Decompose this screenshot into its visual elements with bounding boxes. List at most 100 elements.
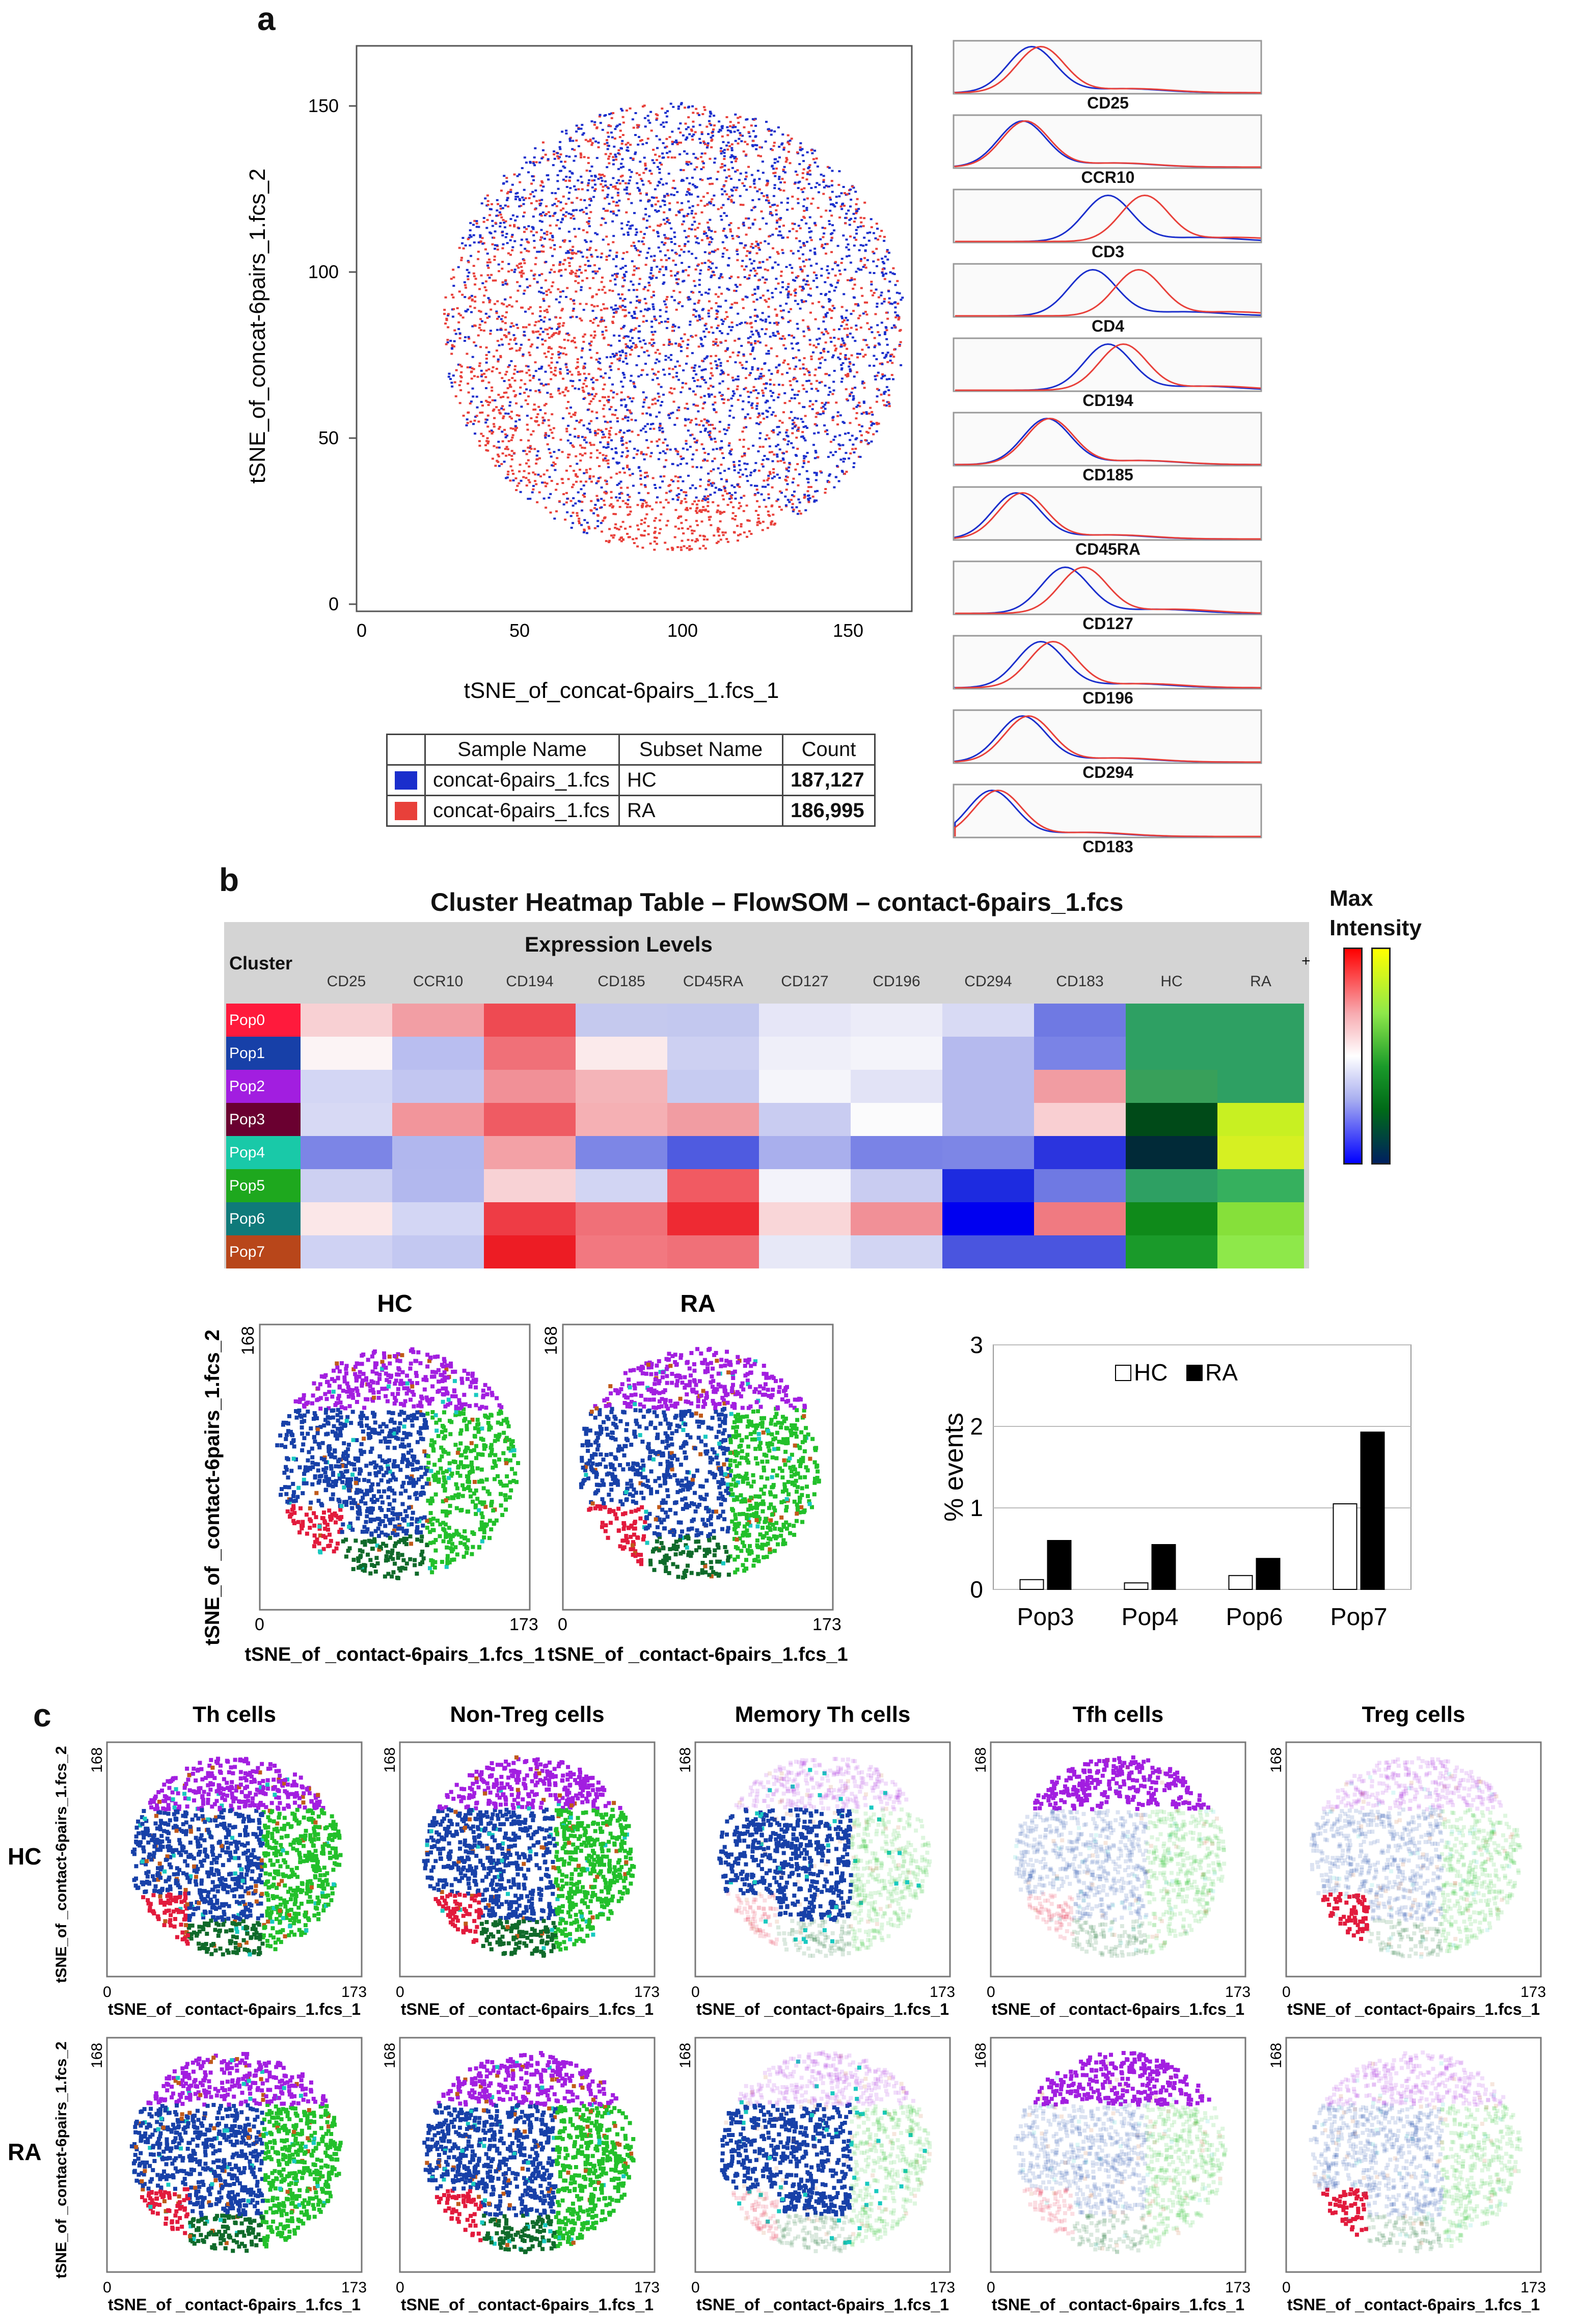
tsne-event-point	[606, 166, 609, 169]
tsne-event-point	[529, 354, 532, 357]
tsne-event-point	[592, 444, 595, 446]
tsne-event-point	[654, 209, 657, 211]
tsne-event-point	[767, 510, 770, 513]
tsne-event-point	[518, 205, 521, 208]
tsne-event-point	[718, 430, 721, 433]
tsne-event-point	[618, 123, 621, 126]
tsne-event-point	[876, 303, 879, 305]
tsne-event-point	[752, 346, 755, 349]
tsne-event-point	[670, 275, 673, 277]
tsne-event-point	[660, 386, 663, 388]
tsne-event-point	[546, 392, 549, 394]
tsne-event-point	[704, 497, 708, 499]
tsne-event-point	[892, 356, 895, 358]
tsne-event-point	[645, 194, 648, 196]
tsne-event-point	[575, 139, 578, 142]
tsne-event-point	[583, 439, 586, 441]
tsne-event-point	[688, 206, 691, 209]
tsne-event-point	[588, 402, 591, 405]
tsne-event-point	[705, 328, 708, 330]
tsne-event-point	[503, 392, 506, 394]
tsne-event-point	[492, 366, 495, 368]
tsne-event-point	[589, 240, 592, 242]
tsne-event-point	[578, 518, 581, 520]
tsne-event-point	[781, 317, 784, 320]
tsne-event-point	[585, 385, 588, 388]
tsne-event-point	[644, 308, 647, 311]
tsne-event-point	[627, 221, 630, 223]
tsne-event-point	[720, 125, 723, 128]
tsne-event-point	[464, 244, 467, 247]
tsne-event-point	[581, 181, 584, 183]
tsne-event-point	[621, 444, 624, 446]
tsne-event-point	[761, 312, 764, 314]
tsne-event-point	[640, 519, 643, 522]
tsne-event-point	[535, 200, 538, 202]
tsne-event-point	[876, 395, 879, 398]
tsne-event-point	[593, 527, 596, 529]
tsne-event-point	[703, 429, 707, 432]
tsne-event-point	[791, 503, 794, 505]
tsne-event-point	[761, 328, 764, 331]
tsne-event-point	[596, 480, 599, 483]
tsne-event-point	[743, 184, 746, 187]
tsne-event-point	[693, 367, 696, 369]
tsne-event-point	[569, 380, 573, 382]
tsne-event-point	[490, 274, 493, 276]
tsne-event-point	[629, 339, 632, 342]
tsne-event-point	[742, 439, 745, 441]
tsne-event-point	[612, 536, 615, 539]
tsne-event-point	[833, 229, 835, 232]
tsne-event-point	[488, 315, 491, 318]
tsne-event-point	[801, 253, 804, 256]
tsne-event-point	[519, 491, 522, 493]
tsne-event-point	[686, 547, 689, 549]
tsne-event-point	[753, 186, 756, 189]
tsne-event-point	[735, 290, 738, 292]
tsne-event-point	[445, 319, 448, 321]
tsne-event-point	[575, 367, 578, 369]
tsne-event-point	[507, 205, 509, 208]
tsne-event-point	[678, 245, 681, 247]
tsne-event-point	[765, 121, 768, 123]
tsne-event-point	[727, 468, 730, 470]
tsne-event-point	[607, 443, 610, 445]
tsne-event-point	[805, 380, 808, 382]
tsne-event-point	[888, 402, 891, 405]
tsne-event-point	[760, 493, 763, 496]
tsne-event-point	[700, 443, 703, 446]
tsne-event-point	[600, 256, 603, 258]
tsne-event-point	[739, 116, 742, 118]
tsne-event-point	[710, 393, 713, 396]
tsne-event-point	[560, 221, 563, 224]
tsne-event-point	[496, 199, 499, 201]
tsne-event-point	[854, 217, 857, 220]
tsne-event-point	[761, 412, 764, 415]
tsne-event-point	[734, 361, 737, 364]
tsne-event-point	[514, 429, 517, 431]
tsne-event-point	[620, 107, 623, 110]
tsne-event-point	[509, 191, 512, 193]
tsne-event-point	[700, 338, 703, 341]
tsne-event-point	[820, 267, 823, 270]
tsne-event-point	[556, 155, 559, 157]
tsne-event-point	[861, 382, 864, 385]
tsne-event-point	[514, 193, 518, 195]
tsne-event-point	[679, 209, 682, 211]
tsne-event-point	[766, 411, 769, 413]
tsne-event-point	[637, 528, 640, 531]
tsne-event-point	[617, 528, 620, 531]
tsne-event-point	[491, 220, 494, 222]
tsne-event-point	[876, 374, 879, 377]
tsne-event-point	[874, 375, 877, 377]
tsne-event-point	[518, 470, 521, 473]
tsne-event-point	[469, 420, 472, 423]
tsne-event-point	[656, 147, 659, 149]
tsne-event-point	[841, 471, 844, 473]
tsne-event-point	[761, 529, 764, 531]
tsne-event-point	[704, 547, 707, 550]
tsne-event-point	[622, 337, 626, 339]
tsne-event-point	[548, 364, 551, 367]
tsne-event-point	[694, 257, 697, 259]
tsne-event-point	[592, 336, 595, 339]
